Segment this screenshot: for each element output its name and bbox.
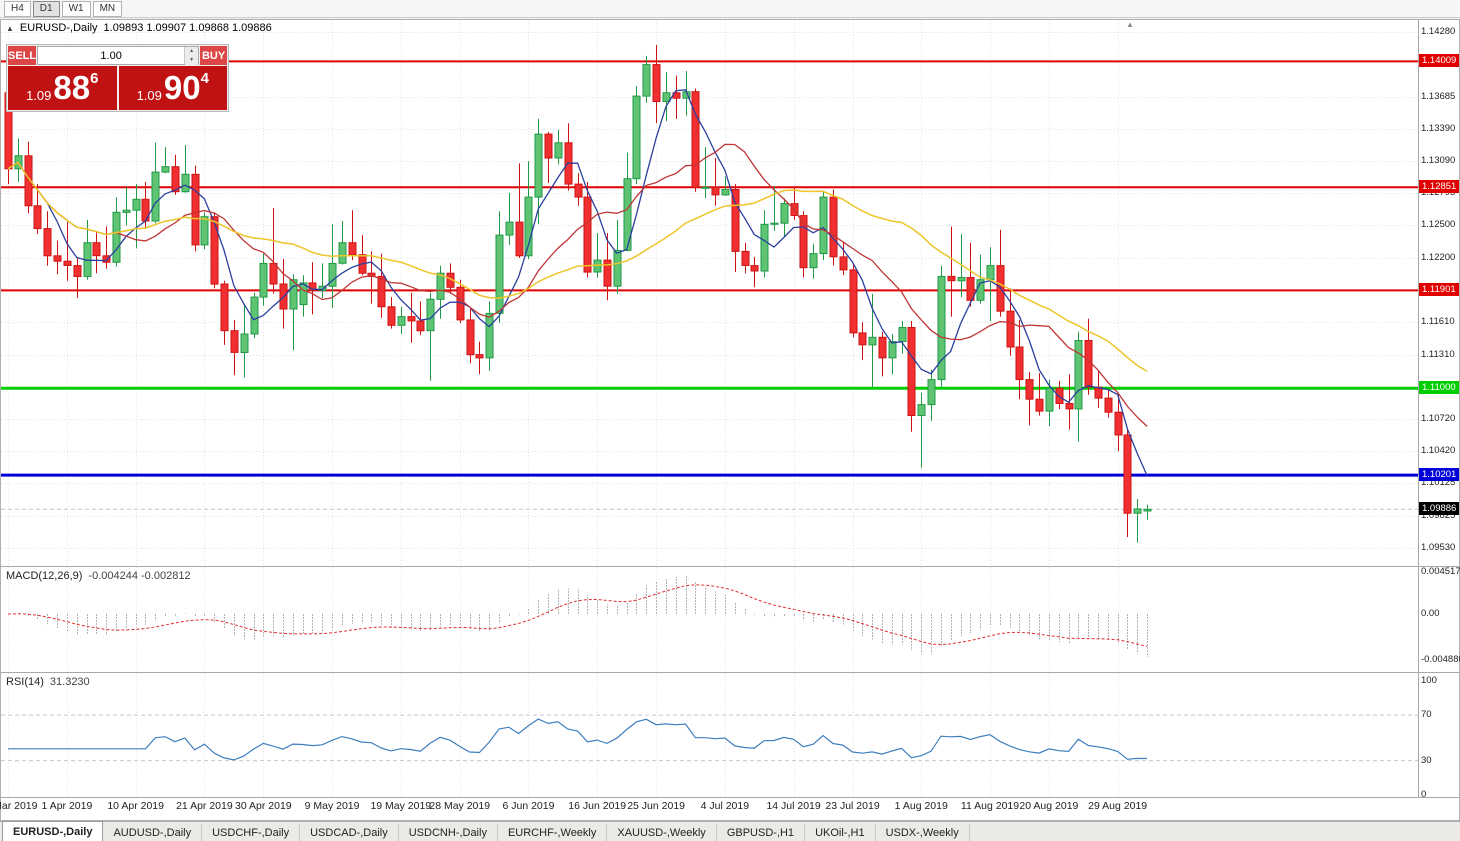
price-tick: 1.14280	[1421, 26, 1456, 37]
trade-panel-controls: SELL ▲ ▼ BUY	[8, 46, 227, 65]
chart-shift-marker[interactable]: ▲	[1126, 20, 1134, 29]
symbol-tabbar: EURUSD-,Daily AUDUSD-,Daily USDCHF-,Daily U…	[0, 821, 1460, 841]
macd-scale-label: -0.004880	[1421, 653, 1460, 665]
price-tick: 1.13390	[1421, 122, 1456, 134]
chart-header: ▲ EURUSD-,Daily 1.09893 1.09907 1.09868 …	[6, 22, 272, 34]
sell-price-big: 88	[53, 69, 91, 106]
price-tick: 1.13685	[1421, 90, 1456, 102]
date-label: 4 Jul 2019	[700, 800, 750, 812]
spinner-down-icon[interactable]: ▼	[185, 56, 199, 65]
date-label: 16 Jun 2019	[568, 800, 627, 812]
period-toolbar: H4 D1 W1 MN	[0, 0, 1460, 18]
price-tick: 1.10420	[1421, 445, 1456, 457]
price-level-badge: 1.14009	[1419, 54, 1459, 68]
one-click-trading-panel: SELL ▲ ▼ BUY 1.09 88 6 1.09 90 4	[6, 44, 229, 112]
date-label: 11 Aug 2019	[960, 800, 1020, 812]
price-level-badge: 1.10201	[1419, 468, 1459, 482]
symbol-tab-eurchf[interactable]: EURCHF-,Weekly	[498, 824, 608, 841]
macd-label: MACD(12,26,9)	[6, 570, 83, 582]
date-label: 10 Apr 2019	[107, 800, 164, 812]
sell-button[interactable]: SELL	[8, 46, 37, 65]
symbol-tab-usdchf[interactable]: USDCHF-,Daily	[202, 824, 301, 841]
date-label: 30 Apr 2019	[234, 800, 292, 812]
buy-price-small: 1.09	[136, 88, 162, 103]
date-label: 28 May 2019	[429, 800, 491, 812]
buy-price-sup: 4	[200, 70, 209, 87]
date-label: 22 Mar 2019	[0, 800, 38, 812]
period-button-d1[interactable]: D1	[32, 0, 60, 17]
rsi-scale-label: 0	[1421, 788, 1427, 800]
price-tick: 1.10720	[1421, 412, 1456, 424]
symbol-tab-usdx[interactable]: USDX-,Weekly	[876, 824, 970, 841]
symbol-tab-usdcnh[interactable]: USDCNH-,Daily	[399, 824, 498, 841]
symbol-tab-usdcad[interactable]: USDCAD-,Daily	[300, 824, 399, 841]
date-label: 19 May 2019	[370, 800, 432, 812]
symbol-title: EURUSD-,Daily	[19, 22, 98, 34]
symbol-tab-gbpusd[interactable]: GBPUSD-,H1	[717, 824, 806, 841]
date-label: 9 May 2019	[304, 800, 360, 812]
rsi-scale-label: 70	[1421, 709, 1432, 721]
buy-button[interactable]: BUY	[200, 46, 227, 65]
buy-price-big: 90	[163, 69, 201, 106]
period-button-h4[interactable]: H4	[4, 0, 31, 17]
volume-field: ▲ ▼	[37, 46, 200, 65]
price-tick: 1.12500	[1421, 219, 1456, 231]
macd-scale-label: 0.00	[1421, 608, 1440, 619]
symbol-tab-audusd[interactable]: AUDUSD-,Daily	[103, 824, 203, 841]
rsi-label: RSI(14)	[6, 676, 44, 688]
macd-header: MACD(12,26,9) -0.004244 -0.002812	[6, 570, 191, 582]
sell-price-sup: 6	[90, 70, 99, 87]
date-label: 21 Apr 2019	[176, 800, 233, 812]
date-label: 6 Jun 2019	[502, 800, 555, 812]
rsi-value: 31.3230	[49, 676, 90, 688]
date-label: 1 Aug 2019	[894, 800, 948, 812]
trade-panel-collapse-icon[interactable]: ▲	[6, 23, 14, 33]
date-label: 29 Aug 2019	[1088, 800, 1148, 812]
volume-input[interactable]	[38, 47, 185, 64]
ohlc-values: 1.09893 1.09907 1.09868 1.09886	[103, 22, 272, 34]
price-tick: 1.11310	[1421, 348, 1455, 360]
price-tick: 1.13090	[1421, 155, 1456, 167]
date-label: 1 Apr 2019	[41, 800, 93, 812]
period-button-mn[interactable]: MN	[92, 0, 123, 17]
price-level-badge: 1.11901	[1419, 283, 1459, 297]
date-label: 20 Aug 2019	[1019, 800, 1079, 812]
symbol-tab-eurusd[interactable]: EURUSD-,Daily	[2, 821, 104, 841]
date-label: 14 Jul 2019	[766, 800, 821, 812]
spinner-up-icon[interactable]: ▲	[185, 47, 199, 56]
price-tick: 1.09530	[1421, 542, 1456, 553]
price-level-badge: 1.11000	[1419, 381, 1459, 395]
volume-spinner: ▲ ▼	[184, 47, 199, 65]
sell-price-display[interactable]: 1.09 88 6	[8, 66, 117, 110]
price-tick: 1.11610	[1421, 316, 1455, 328]
symbol-tab-xauusd[interactable]: XAUUSD-,Weekly	[607, 824, 717, 841]
sell-price-small: 1.09	[26, 88, 52, 103]
trade-panel-prices: 1.09 88 6 1.09 90 4	[8, 66, 227, 110]
price-tick: 1.12200	[1421, 251, 1456, 263]
chart-window	[0, 19, 1460, 821]
rsi-scale-label: 30	[1421, 754, 1432, 766]
symbol-tab-ukoil[interactable]: UKOil-,H1	[805, 824, 876, 841]
current-price-badge: 1.09886	[1419, 502, 1459, 516]
date-label: 23 Jul 2019	[825, 800, 880, 812]
buy-price-display[interactable]: 1.09 90 4	[118, 66, 227, 110]
period-button-w1[interactable]: W1	[61, 0, 91, 17]
price-level-badge: 1.12851	[1419, 180, 1459, 194]
price-tick: 1.10125	[1421, 477, 1456, 489]
date-label: 25 Jun 2019	[627, 800, 686, 812]
price-tick: 1.09825	[1421, 509, 1456, 521]
rsi-header: RSI(14) 31.3230	[6, 676, 90, 688]
rsi-scale-label: 100	[1421, 675, 1437, 686]
macd-values: -0.004244 -0.002812	[88, 570, 191, 582]
macd-scale-label: 0.004517	[1421, 565, 1460, 577]
